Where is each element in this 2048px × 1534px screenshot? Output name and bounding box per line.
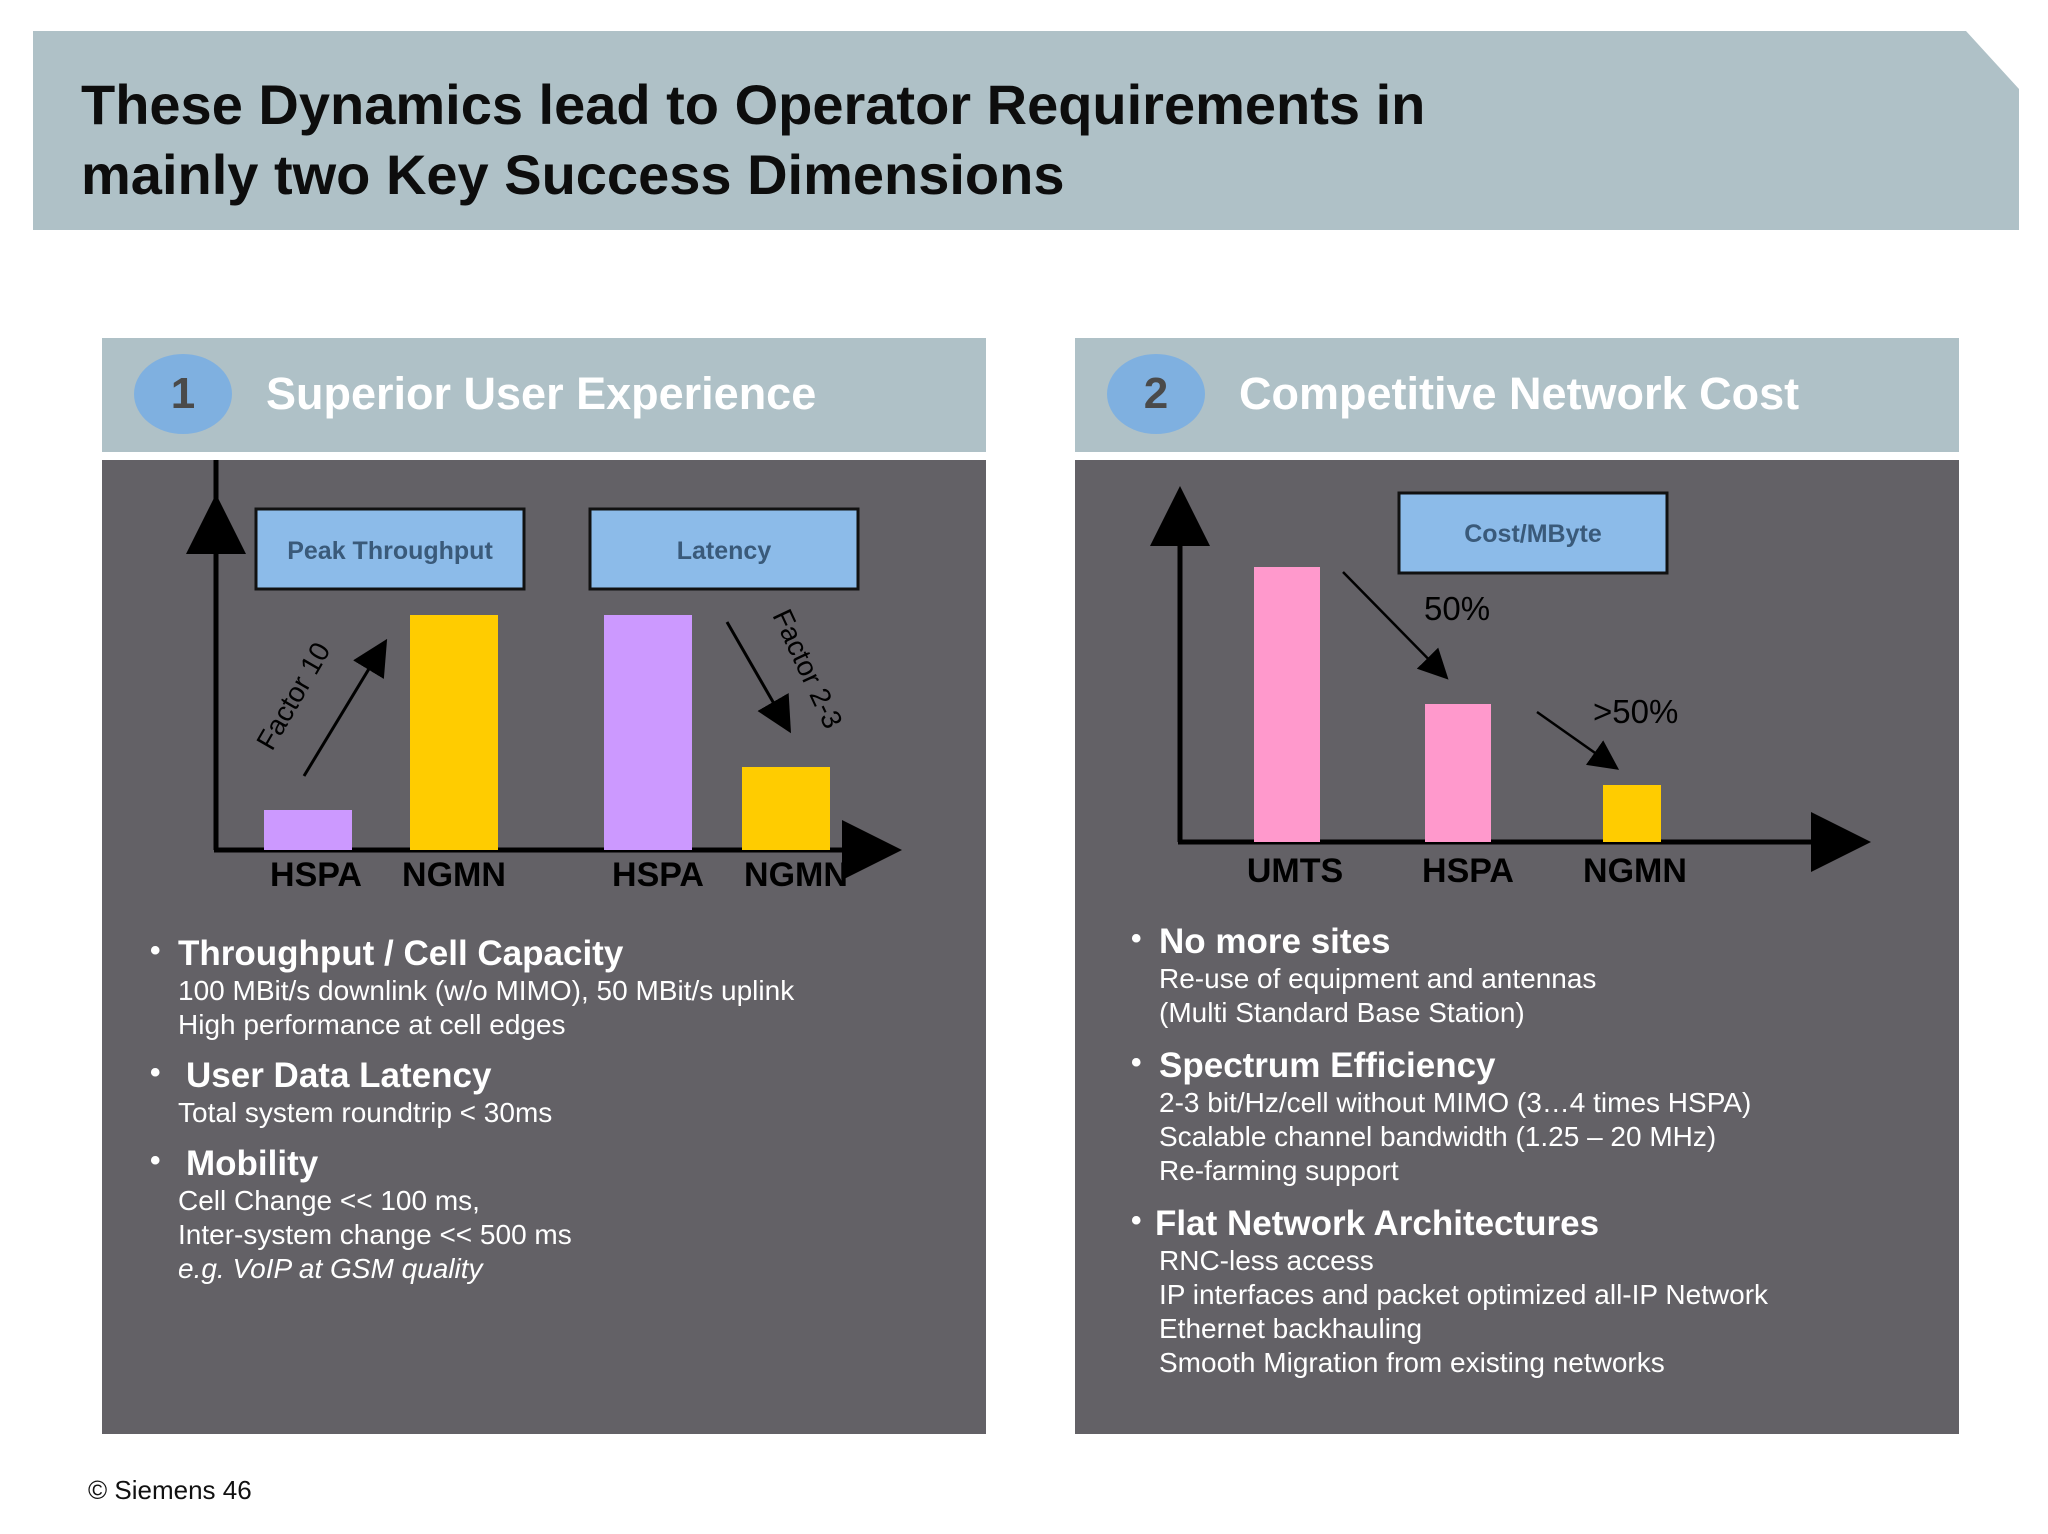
bullet-head: Flat Network Architectures xyxy=(1155,1204,1600,1243)
bar-umts-cost xyxy=(1254,567,1320,842)
bar-ngmn-cost xyxy=(1603,785,1661,842)
bullet-line-italic: e.g. VoIP at GSM quality xyxy=(178,1253,483,1284)
bullet-head: Mobility xyxy=(186,1144,319,1183)
right-panel-body: Cost/MByte 50% >50% UMTS HSPA NGMN • No … xyxy=(1075,460,1959,1434)
bar-ngmn-throughput xyxy=(410,615,498,850)
bullet-line: Scalable channel bandwidth (1.25 – 20 MH… xyxy=(1159,1121,1717,1152)
bullet-line: Smooth Migration from existing networks xyxy=(1159,1347,1665,1378)
arrow-gt50 xyxy=(1536,710,1620,770)
cost-mbyte-box xyxy=(1397,491,1669,575)
bullet-line: Total system roundtrip < 30ms xyxy=(178,1097,553,1128)
title-bar xyxy=(33,31,2019,230)
bullet-line: Cell Change << 100 ms, xyxy=(178,1185,480,1216)
bullet-dot: • xyxy=(1131,1204,1142,1237)
slide-title: These Dynamics lead to Operator Requirem… xyxy=(81,70,1581,210)
pct-50-label: 50% xyxy=(1424,590,1490,627)
bullet-dot: • xyxy=(1131,1046,1142,1079)
bar-hspa-throughput xyxy=(264,810,352,850)
xlabel-ngmn: NGMN xyxy=(1583,852,1687,890)
xlabel-ngmn-2: NGMN xyxy=(744,856,848,894)
bullet-mobility: • Mobility Cell Change << 100 ms, Inter-… xyxy=(150,1144,970,1286)
left-number-badge: 1 xyxy=(134,354,232,434)
bullet-sites: • No more sites Re-use of equipment and … xyxy=(1131,922,1951,1030)
bullet-line: High performance at cell edges xyxy=(178,1009,566,1040)
bullet-head: User Data Latency xyxy=(186,1056,492,1095)
pct-gt50-label: >50% xyxy=(1593,693,1678,730)
right-bullets: • No more sites Re-use of equipment and … xyxy=(1131,922,1951,1380)
left-chart: Peak Throughput Latency Factor 10 Factor… xyxy=(186,460,902,894)
up-arrow xyxy=(302,638,388,777)
bullet-flat-network: • Flat Network Architectures RNC-less ac… xyxy=(1131,1204,1951,1380)
bullet-head: Throughput / Cell Capacity xyxy=(178,934,624,973)
peak-throughput-box xyxy=(254,507,526,591)
bullet-dot: • xyxy=(150,1144,161,1177)
latency-label: Latency xyxy=(677,537,772,565)
xlabel-umts: UMTS xyxy=(1247,852,1343,890)
bullet-dot: • xyxy=(150,934,161,967)
down-arrow xyxy=(725,621,791,734)
slide-title-line1: These Dynamics lead to Operator Requirem… xyxy=(81,73,1426,136)
left-panel-body: Peak Throughput Latency Factor 10 Factor… xyxy=(102,460,986,1434)
bullet-latency: • User Data Latency Total system roundtr… xyxy=(150,1056,970,1130)
bar-ngmn-latency xyxy=(742,767,830,850)
bullet-line: Re-farming support xyxy=(1159,1155,1399,1186)
right-number-badge: 2 xyxy=(1107,354,1205,434)
xlabel-ngmn-1: NGMN xyxy=(402,856,506,894)
arrow-50 xyxy=(1342,571,1449,680)
right-chart: Cost/MByte 50% >50% UMTS HSPA NGMN xyxy=(1150,486,1871,890)
bullet-line: IP interfaces and packet optimized all-I… xyxy=(1159,1279,1769,1310)
bullet-line: RNC-less access xyxy=(1159,1245,1374,1276)
bullet-line: Inter-system change << 500 ms xyxy=(178,1219,572,1250)
xlabel-hspa-1: HSPA xyxy=(270,856,362,894)
bullet-dot: • xyxy=(1131,922,1142,955)
bullet-dot: • xyxy=(150,1056,161,1089)
copyright-footer: © Siemens 46 xyxy=(88,1475,252,1505)
cost-mbyte-label: Cost/MByte xyxy=(1464,520,1602,548)
bar-hspa-latency xyxy=(604,615,692,850)
left-bullets: • Throughput / Cell Capacity 100 MBit/s … xyxy=(150,934,970,1286)
bullet-throughput: • Throughput / Cell Capacity 100 MBit/s … xyxy=(150,934,970,1042)
latency-box xyxy=(588,507,860,591)
bullet-line: Ethernet backhauling xyxy=(1159,1313,1423,1344)
bar-hspa-cost xyxy=(1425,704,1491,842)
bullet-line: 2-3 bit/Hz/cell without MIMO (3…4 times … xyxy=(1159,1087,1752,1118)
bullet-line: (Multi Standard Base Station) xyxy=(1159,997,1525,1028)
factor-10-label: Factor 10 xyxy=(250,637,336,755)
left-panel-header: 1 Superior User Experience xyxy=(102,338,986,452)
bullet-spectrum: • Spectrum Efficiency 2-3 bit/Hz/cell wi… xyxy=(1131,1046,1951,1188)
bullet-head: No more sites xyxy=(1159,922,1391,961)
right-panel-header: 2 Competitive Network Cost xyxy=(1075,338,1959,452)
left-panel-heading: Superior User Experience xyxy=(266,368,817,419)
peak-throughput-label: Peak Throughput xyxy=(287,537,493,565)
slide-title-line2: mainly two Key Success Dimensions xyxy=(81,143,1065,206)
xlabel-hspa: HSPA xyxy=(1422,852,1514,890)
right-panel-heading: Competitive Network Cost xyxy=(1239,368,1800,419)
bullet-line: 100 MBit/s downlink (w/o MIMO), 50 MBit/… xyxy=(178,975,795,1006)
bullet-head: Spectrum Efficiency xyxy=(1159,1046,1496,1085)
bullet-line: Re-use of equipment and antennas xyxy=(1159,963,1597,994)
xlabel-hspa-2: HSPA xyxy=(612,856,704,894)
